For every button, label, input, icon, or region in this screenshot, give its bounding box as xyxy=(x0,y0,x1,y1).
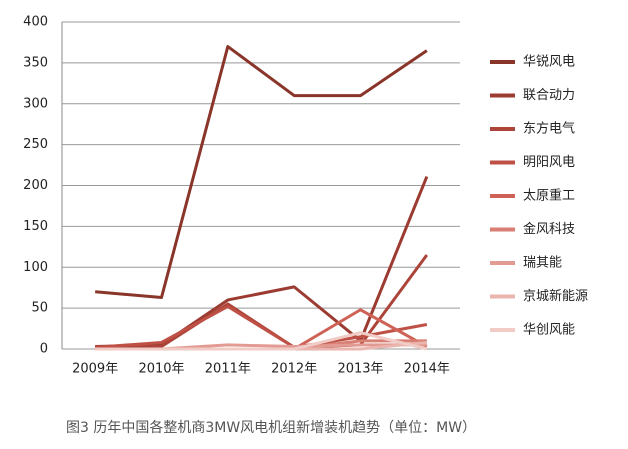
y-tick-label: 300 xyxy=(23,96,48,111)
legend-label: 京城新能源 xyxy=(523,288,588,304)
legend-label: 明阳风电 xyxy=(523,155,575,170)
legend-label: 华锐风电 xyxy=(523,55,575,70)
series-line xyxy=(95,331,428,351)
legend-label: 东方电气 xyxy=(523,121,575,137)
y-tick-label: 0 xyxy=(40,342,48,357)
y-tick-label: 350 xyxy=(23,55,48,70)
x-tick-label: 2011年 xyxy=(205,362,251,377)
y-tick-label: 400 xyxy=(23,15,48,30)
chart-caption: 图3 历年中国各整机商3MW风电机组新增装机趋势（单位：MW） xyxy=(66,420,476,436)
y-tick-label: 150 xyxy=(23,219,48,234)
x-tick-label: 2012年 xyxy=(271,362,317,377)
x-tick-label: 2013年 xyxy=(337,362,383,377)
legend-label: 瑞其能 xyxy=(523,256,562,271)
y-tick-label: 250 xyxy=(23,137,48,152)
series-line xyxy=(95,45,428,299)
x-tick-label: 2009年 xyxy=(72,362,118,377)
legend-label: 联合动力 xyxy=(523,88,575,103)
legend-label: 太原重工 xyxy=(523,188,575,204)
y-tick-label: 50 xyxy=(31,301,48,316)
x-tick-label: 2010年 xyxy=(138,362,184,377)
y-tick-label: 200 xyxy=(23,178,48,193)
legend-label: 金风科技 xyxy=(523,221,575,237)
x-tick-label: 2014年 xyxy=(404,362,450,377)
legend-label: 华创风能 xyxy=(523,323,575,338)
y-tick-label: 100 xyxy=(23,260,48,275)
